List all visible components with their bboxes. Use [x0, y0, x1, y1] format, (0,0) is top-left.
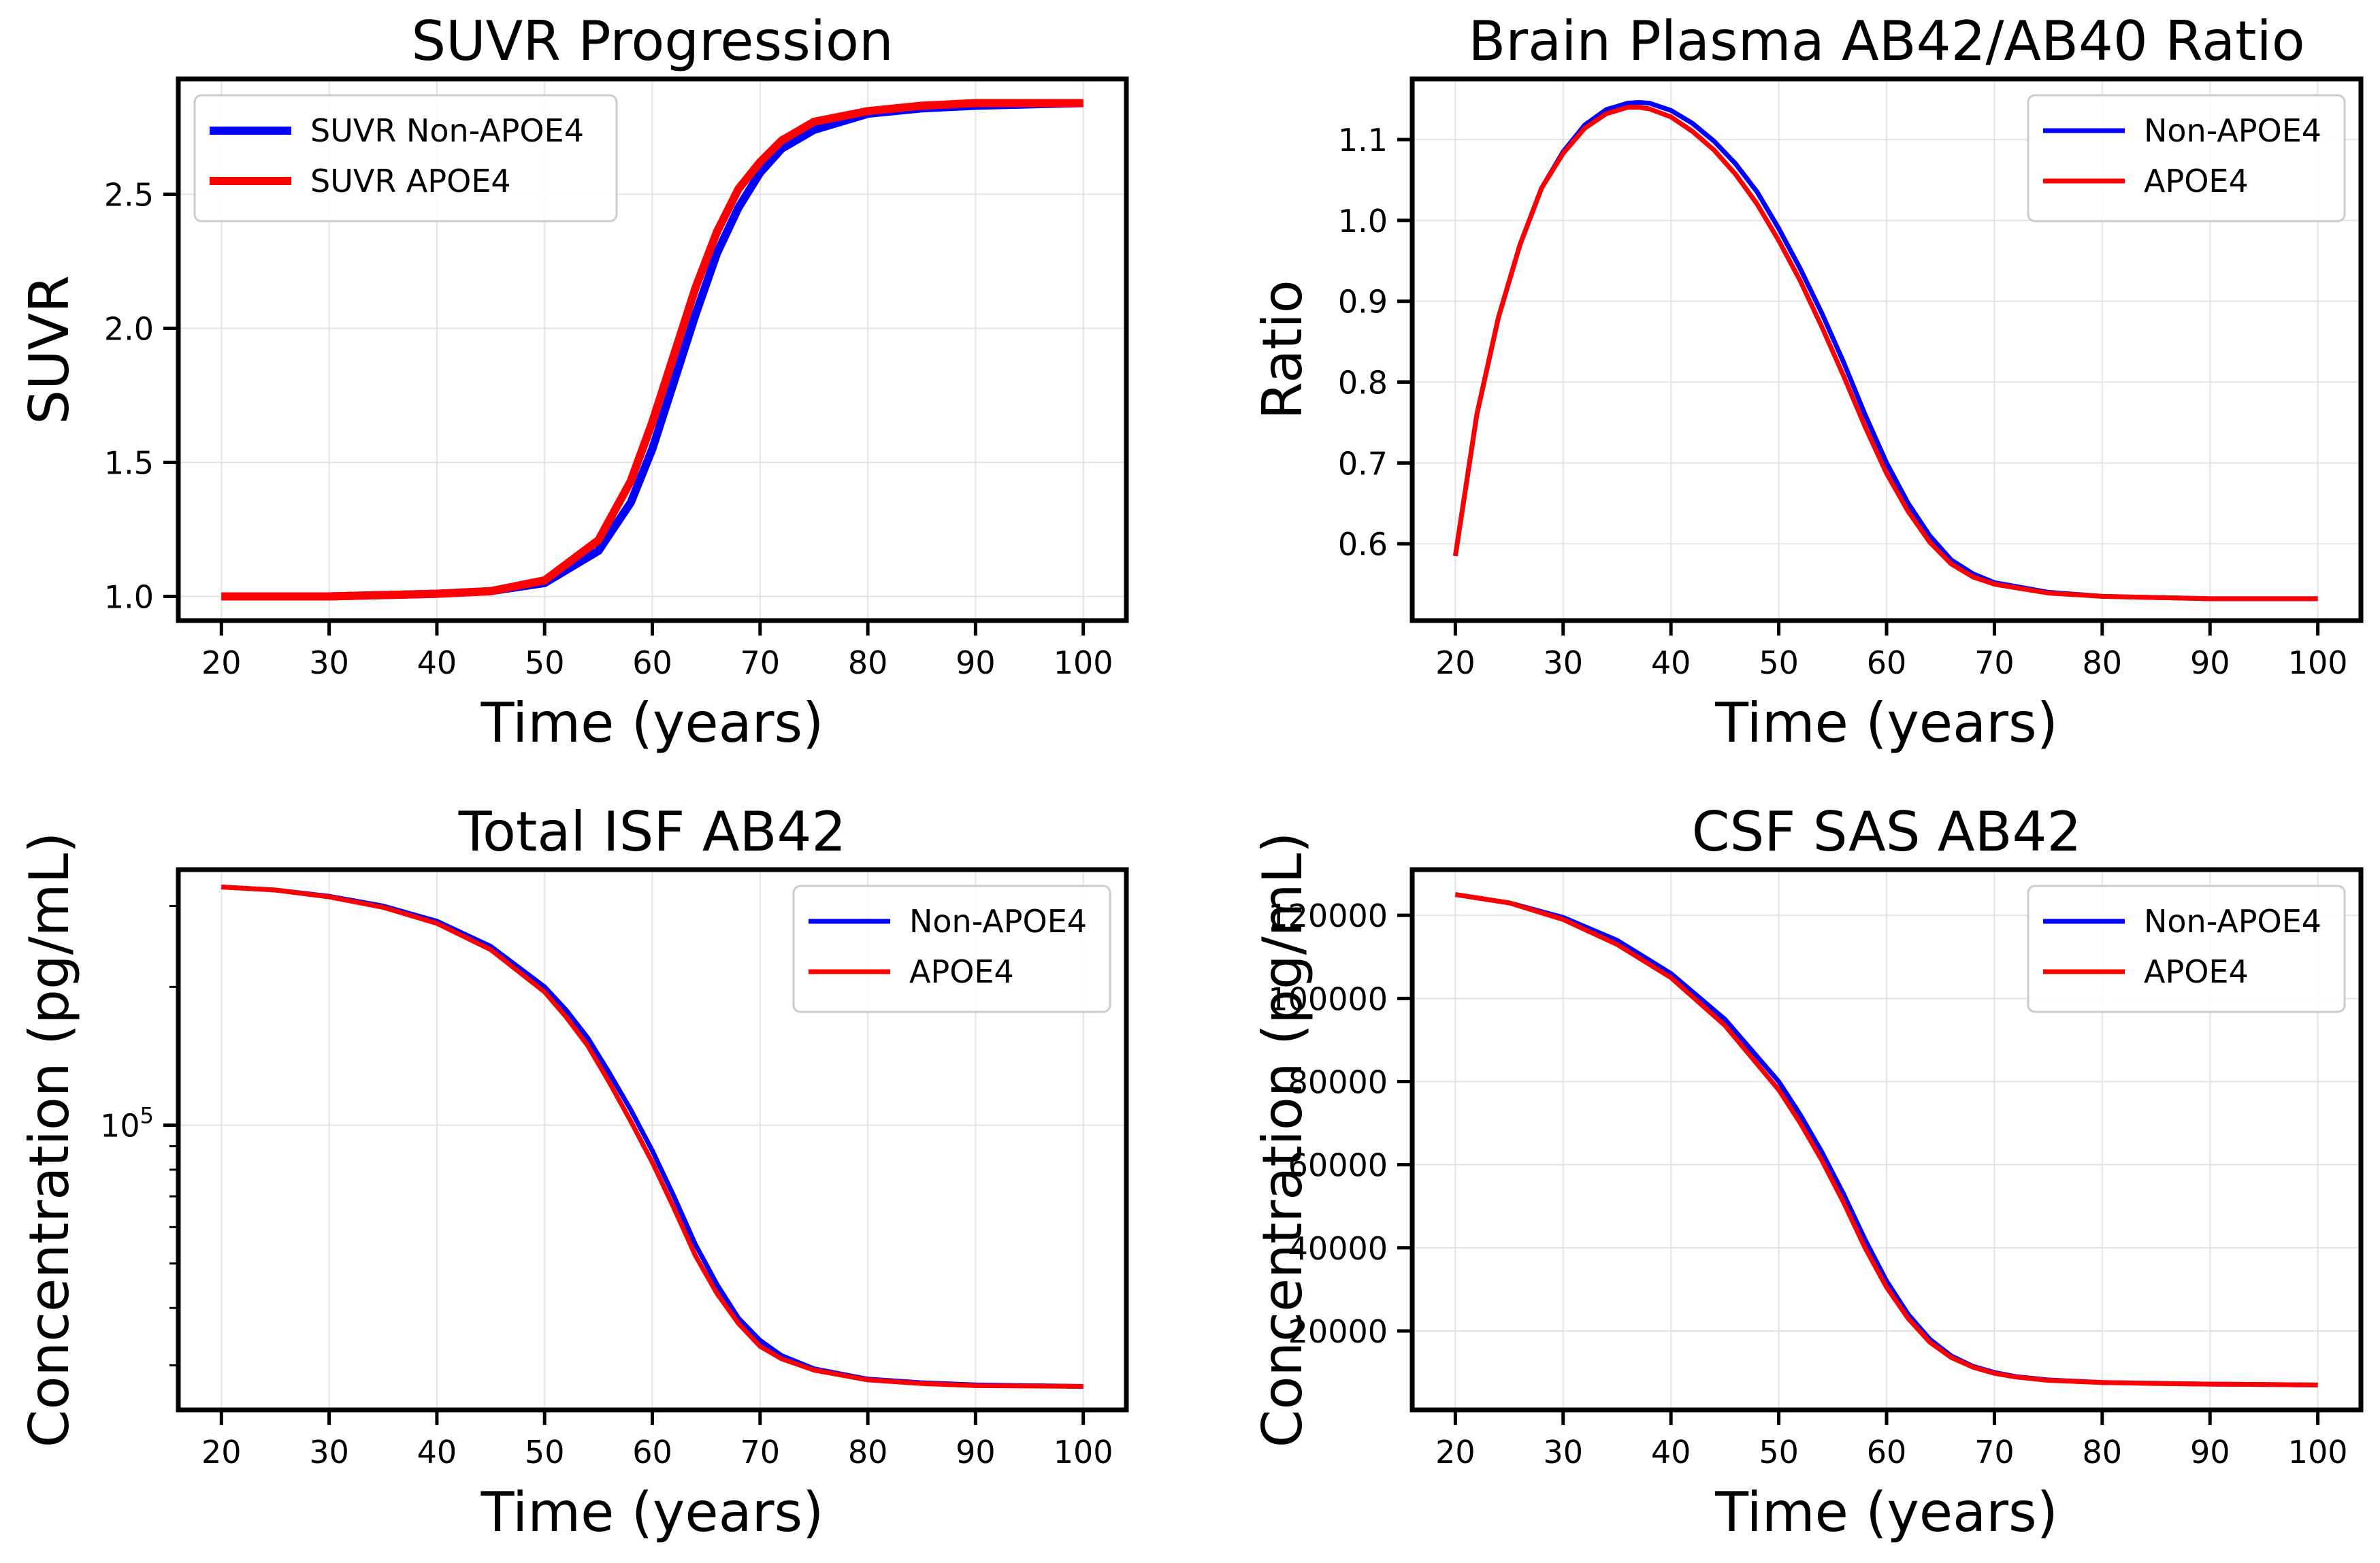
x-tick-label: 50	[1759, 1434, 1799, 1470]
legend-label: APOE4	[909, 953, 1014, 990]
x-tick-label: 40	[417, 644, 457, 681]
y-tick-label: 2.5	[104, 176, 154, 213]
grid	[178, 870, 1126, 1410]
x-tick-label: 60	[1867, 1434, 1907, 1470]
x-tick-label: 20	[1435, 1434, 1476, 1470]
x-tick-label: 20	[201, 1434, 242, 1470]
x-tick-label: 60	[632, 1434, 672, 1470]
y-tick-label: 1.0	[1338, 203, 1388, 240]
y-tick-label: 0.6	[1338, 526, 1388, 563]
x-tick-label: 80	[2083, 644, 2123, 681]
x-tick-label: 70	[740, 1434, 781, 1470]
series-line-apoe4	[1452, 105, 2318, 602]
y-tick-label: 105	[100, 1103, 154, 1145]
y-axis-label: Concentration (pg/mL)	[18, 832, 81, 1448]
x-tick-label: 20	[1435, 644, 1476, 681]
legend-label: Non-APOE4	[2144, 112, 2321, 149]
x-tick-label: 80	[848, 1434, 888, 1470]
legend-box	[193, 94, 618, 223]
chart-title: SUVR Progression	[411, 10, 893, 73]
x-tick-label: 50	[525, 1434, 565, 1470]
y-tick-label: 0.9	[1338, 284, 1388, 320]
x-tick-label: 30	[309, 644, 349, 681]
x-tick-label: 90	[2190, 644, 2230, 681]
legend: Non-APOE4 APOE4	[2027, 94, 2346, 223]
legend: Non-APOE4 APOE4	[792, 885, 1111, 1013]
y-tick-label: 0.8	[1338, 365, 1388, 401]
series-line-apoe4	[221, 99, 1083, 601]
legend-box	[2027, 885, 2346, 1013]
x-tick-label: 90	[956, 644, 996, 681]
chart-4: 20 30 40 50 60 70 80 90 100 20000 40000 60000 80000 1…	[1251, 800, 2364, 1544]
y-tick-label: 1.1	[1338, 122, 1388, 159]
x-tick-label: 80	[848, 644, 888, 681]
legend: SUVR Non-APOE4 SUVR APOE4	[193, 94, 618, 223]
legend: Non-APOE4 APOE4	[2027, 885, 2346, 1013]
x-tick-label: 30	[309, 1434, 349, 1470]
legend-label: SUVR APOE4	[310, 163, 511, 199]
x-tick-label: 100	[2288, 644, 2348, 681]
x-axis-label: Time (years)	[480, 691, 824, 755]
y-axis-label: Ratio	[1251, 280, 1314, 419]
y-tick-label: 100000	[1268, 981, 1388, 1017]
x-tick-label: 40	[417, 1434, 457, 1470]
x-tick-label: 90	[2190, 1434, 2230, 1470]
series-line-apoe4	[1454, 892, 2318, 1387]
y-tick-label: 1.0	[104, 579, 154, 616]
x-axis-label: Time (years)	[1714, 691, 2058, 755]
x-tick-label: 100	[1054, 644, 1113, 681]
y-tick-label: 120000	[1268, 898, 1388, 934]
x-tick-label: 40	[1651, 1434, 1691, 1470]
x-tick-label: 100	[2288, 1434, 2348, 1470]
x-axis-label: Time (years)	[480, 1481, 824, 1544]
legend-label: SUVR Non-APOE4	[310, 112, 584, 149]
chart-2: 20 30 40 50 60 70 80 90 100 0.6 0.7 0.8 0.9 1.0 1.1 Bra…	[1251, 10, 2364, 755]
legend-box	[792, 885, 1111, 1013]
chart-title: Brain Plasma AB42/AB40 Ratio	[1468, 10, 2304, 73]
y-tick-label: 1.5	[104, 445, 154, 482]
x-axis-label: Time (years)	[1714, 1481, 2058, 1544]
legend-label: Non-APOE4	[2144, 903, 2321, 940]
x-tick-label: 70	[1974, 1434, 2015, 1470]
y-tick-label: 0.7	[1338, 445, 1388, 482]
y-axis-label: SUVR	[18, 275, 81, 425]
x-tick-label: 50	[1759, 644, 1799, 681]
x-tick-label: 70	[740, 644, 781, 681]
x-tick-label: 100	[1054, 1434, 1113, 1470]
y-tick-label: 60000	[1288, 1147, 1388, 1184]
x-tick-label: 70	[1974, 644, 2015, 681]
chart-1: 20 30 40 50 60 70 80 90 100 1.0 1.5 2.0 2.5 SUVR Prog…	[18, 10, 1129, 755]
legend-label: APOE4	[2144, 163, 2249, 199]
y-tick-label: 80000	[1288, 1064, 1388, 1100]
x-tick-label: 80	[2083, 1434, 2123, 1470]
legend-box	[2027, 94, 2346, 223]
y-tick-label: 40000	[1288, 1230, 1388, 1267]
x-tick-label: 60	[1867, 644, 1907, 681]
x-tick-label: 20	[201, 644, 242, 681]
legend-label: APOE4	[2144, 953, 2249, 990]
x-tick-label: 30	[1543, 644, 1583, 681]
x-tick-label: 40	[1651, 644, 1691, 681]
y-tick-label: 20000	[1288, 1313, 1388, 1350]
chart-3: 20 30 40 50 60 70 80 90 100 105 Total ISF AB42 Time…	[18, 800, 1129, 1544]
series-line-apoe4	[221, 885, 1083, 1389]
y-tick-label: 2.0	[104, 310, 154, 347]
grid	[1412, 870, 2361, 1410]
x-tick-label: 30	[1543, 1434, 1583, 1470]
x-tick-label: 90	[956, 1434, 996, 1470]
chart-title: Total ISF AB42	[458, 800, 847, 863]
legend-label: Non-APOE4	[909, 903, 1087, 940]
x-tick-label: 50	[525, 644, 565, 681]
y-axis-label: Concentration (pg/mL)	[1251, 832, 1314, 1448]
x-tick-label: 60	[632, 644, 672, 681]
chart-title: CSF SAS AB42	[1692, 800, 2082, 863]
